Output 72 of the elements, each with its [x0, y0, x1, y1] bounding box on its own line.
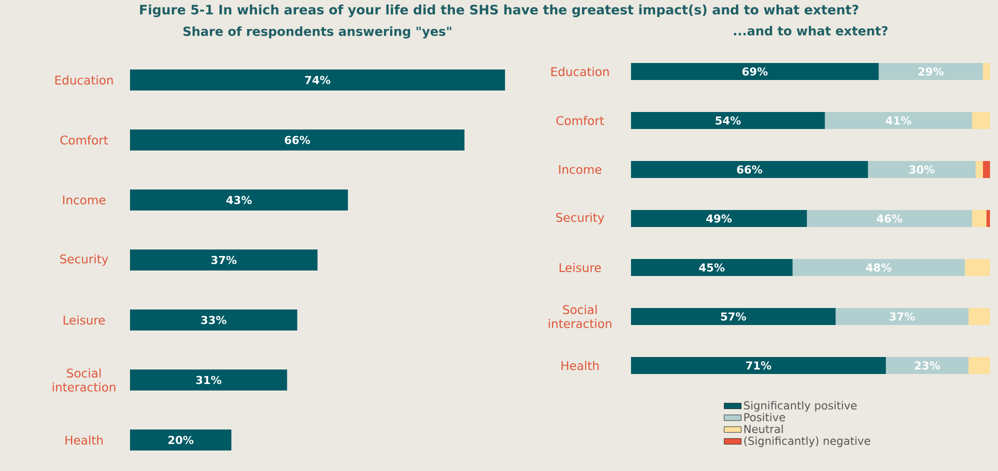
legend-label: Positive: [744, 412, 786, 422]
bar: [130, 310, 298, 330]
bar: [986, 210, 990, 227]
chart-title: ...and to what extent?: [734, 26, 888, 36]
y-tick-label: Comfort: [60, 135, 108, 145]
bar: [806, 210, 972, 227]
data-label: 45%: [699, 263, 725, 272]
data-label: 71%: [746, 361, 772, 370]
y-tick-label: Education: [55, 75, 113, 85]
text: Figure 5-1 In which areas of your life did the SHS have the greatest impact(s) and to what extent?: [140, 4, 858, 18]
bar: [982, 161, 990, 178]
data-label: 46%: [876, 214, 902, 223]
bar: [130, 130, 464, 150]
bar: [824, 112, 972, 129]
data-label: 49%: [706, 214, 732, 223]
y-tick-label: Security: [60, 254, 108, 266]
y-tick-label: Health: [66, 435, 103, 445]
data-label: 37%: [211, 256, 237, 264]
bar: [631, 357, 886, 374]
data-label: 43%: [226, 196, 252, 204]
bar: [631, 63, 879, 80]
y-tick-label: Income: [559, 165, 602, 174]
bar: [631, 308, 836, 325]
y-tick-label: Leisure: [64, 315, 105, 325]
bar: [982, 63, 990, 80]
bar: [878, 63, 983, 80]
bar: [130, 370, 288, 390]
data-label: 66%: [737, 165, 762, 174]
data-label: 20%: [168, 436, 194, 444]
y-tick-label: Income: [63, 196, 106, 204]
y-tick-label: Social interaction: [548, 304, 612, 328]
bar: [631, 112, 825, 129]
bar: [836, 308, 968, 325]
bar: [130, 250, 318, 270]
bar: [968, 308, 990, 325]
y-tick-label: Health: [562, 360, 599, 370]
bar: [130, 190, 348, 210]
bar: [631, 161, 868, 178]
bar: [631, 210, 807, 227]
data-label: 74%: [305, 76, 330, 84]
bar: [792, 259, 965, 276]
bar: [972, 112, 990, 129]
y-tick-label: Security: [556, 212, 604, 224]
data-label: 33%: [201, 316, 226, 324]
bar: [972, 210, 986, 227]
data-label: 37%: [890, 312, 915, 321]
data-label: 41%: [886, 116, 912, 125]
data-label: 29%: [918, 67, 944, 76]
y-tick-label: Social interaction: [52, 368, 116, 392]
chart-title: Share of respondents answering "yes": [183, 26, 452, 39]
legend-label: Neutral: [744, 424, 783, 434]
data-label: 69%: [742, 67, 768, 76]
data-label: 66%: [284, 136, 310, 144]
bar: [868, 161, 976, 178]
bar: [130, 70, 506, 90]
data-label: 30%: [909, 165, 935, 174]
bar: [976, 161, 983, 178]
y-tick-label: Leisure: [560, 262, 601, 272]
data-label: 54%: [716, 116, 741, 125]
data-label: 31%: [196, 376, 222, 384]
data-label: 23%: [914, 361, 940, 370]
data-label: 57%: [721, 312, 746, 321]
bar: [130, 430, 232, 450]
legend-label: (Significantly) negative: [744, 436, 870, 448]
y-tick-label: Comfort: [556, 116, 604, 126]
data-label: 48%: [866, 263, 892, 272]
bar: [964, 259, 990, 276]
bar: [631, 259, 793, 276]
bar: [968, 357, 990, 374]
bar: [886, 357, 968, 374]
y-tick-label: Education: [551, 66, 609, 76]
legend-label: Significantly positive: [744, 401, 857, 412]
